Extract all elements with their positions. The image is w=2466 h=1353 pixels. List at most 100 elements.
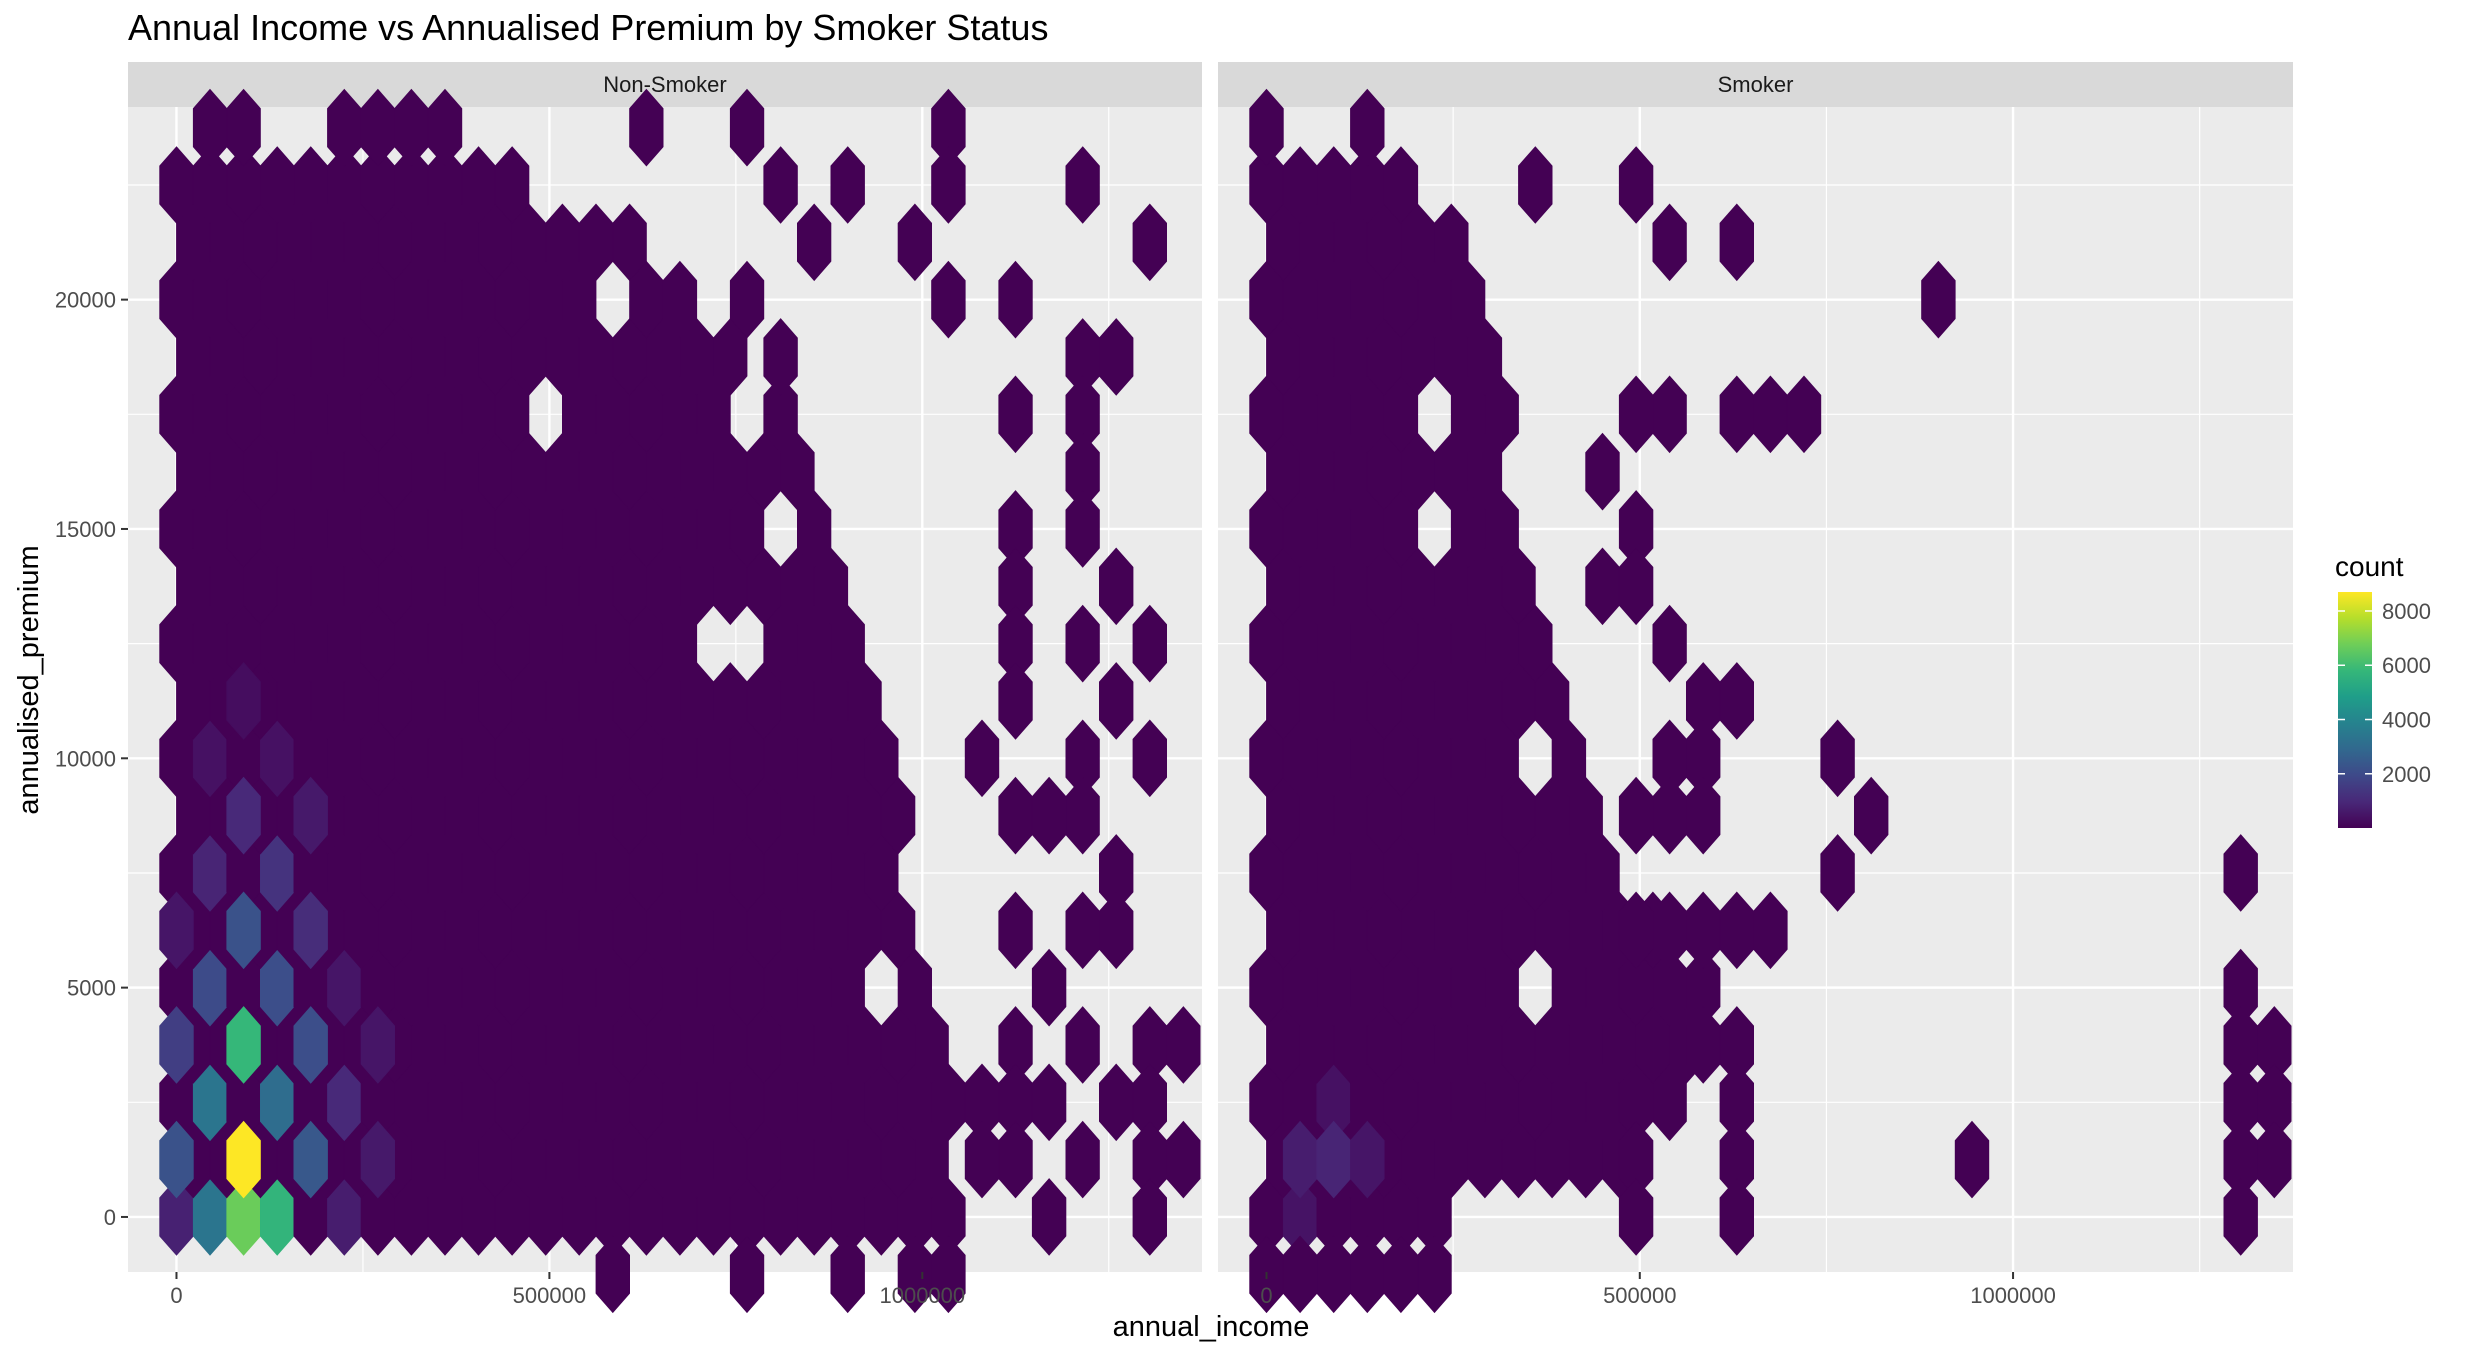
hex-cell: [1065, 146, 1100, 224]
hex-cells: [1249, 88, 2292, 1314]
hex-cell: [1350, 88, 1385, 167]
x-axis-ticks: 0 500000 1000000: [170, 1272, 965, 1308]
hex-cell: [998, 260, 1033, 339]
hex-cell: [931, 260, 966, 339]
hex-cell: [159, 1006, 194, 1084]
hex-cell: [964, 1120, 1000, 1199]
hex-cell: [1786, 375, 1822, 454]
hex-cell: [1166, 1006, 1201, 1084]
hex-cell: [1686, 776, 1721, 855]
hex-cell: [1921, 260, 1956, 339]
hex-cell: [1719, 1178, 1754, 1256]
hex-cell: [1652, 604, 1687, 683]
hex-cell: [2257, 1120, 2292, 1199]
hex-cell: [159, 891, 194, 970]
legend-colorbar: [2338, 592, 2372, 828]
y-tick-label: 20000: [55, 288, 116, 313]
hex-cell: [1820, 719, 1855, 798]
hex-cell: [293, 1006, 328, 1084]
x-tick-label: 500000: [1603, 1283, 1676, 1308]
hex-cell: [931, 1235, 966, 1314]
hex-cell: [1854, 776, 1889, 855]
y-axis-ticks: 0 5000 10000 15000 20000: [55, 288, 128, 1230]
hex-cell: [1031, 776, 1067, 855]
hex-cell: [1132, 719, 1167, 798]
hex-cell: [830, 1235, 865, 1314]
color-legend: count 2000 4000 6000 8000: [2335, 551, 2431, 828]
hex-cell: [1618, 547, 1654, 626]
hex-cell: [998, 891, 1033, 970]
hex-cell: [1618, 146, 1654, 224]
hex-cell: [427, 88, 463, 167]
hex-cell: [1099, 891, 1134, 970]
hex-cell: [1585, 432, 1620, 511]
hex-cell: [1434, 203, 1469, 282]
hex-cell: [494, 146, 530, 224]
y-tick-label: 5000: [67, 976, 116, 1001]
hex-cell: [1518, 146, 1553, 224]
hex-cell: [1954, 1120, 1990, 1199]
hex-cell: [1249, 88, 1284, 167]
y-tick-label: 15000: [55, 517, 116, 542]
hex-cell: [830, 146, 865, 224]
hex-cell: [293, 776, 328, 855]
hex-cell: [1065, 604, 1100, 683]
y-tick-label: 10000: [55, 746, 116, 771]
hex-cell: [931, 146, 966, 224]
hex-cell: [763, 146, 798, 224]
hex-cell: [998, 375, 1033, 454]
facet-strip-label: Non-Smoker: [603, 72, 726, 97]
hex-cell: [1383, 146, 1419, 224]
hex-cell: [612, 203, 647, 282]
hex-cell: [226, 88, 261, 167]
hex-cell: [293, 891, 328, 970]
facet-strip: [128, 62, 1202, 107]
hex-cell: [1065, 490, 1100, 568]
hex-cell: [1652, 203, 1687, 282]
chart-title: Annual Income vs Annualised Premium by S…: [128, 7, 1048, 48]
hex-cell: [226, 662, 261, 740]
hex-cell: [1099, 662, 1134, 740]
facet-strip: [1218, 62, 2293, 107]
hex-cell: [293, 1120, 328, 1199]
hex-cell: [897, 203, 932, 282]
hex-cell: [629, 88, 664, 167]
legend-tick-label: 8000: [2382, 599, 2431, 624]
hex-cell: [1031, 1063, 1067, 1142]
hex-cell: [1065, 1006, 1100, 1084]
hex-cell: [1350, 1120, 1385, 1199]
hex-cell: [1132, 1178, 1167, 1256]
hex-cell: [998, 662, 1033, 740]
hex-cell: [226, 891, 261, 970]
hex-cell: [1099, 547, 1134, 626]
hex-cell: [360, 1006, 396, 1084]
hex-cell: [964, 719, 1000, 798]
hex-cell: [226, 1006, 261, 1084]
hex-cell: [763, 375, 798, 454]
hex-cell: [1652, 375, 1687, 454]
hex-cell: [360, 1120, 396, 1199]
legend-tick-label: 2000: [2382, 762, 2431, 787]
hex-cell: [226, 776, 261, 855]
hex-cell: [1820, 834, 1855, 912]
x-axis-title: annual_income: [1113, 1311, 1310, 1343]
x-tick-label: 0: [1260, 1283, 1272, 1308]
hex-cell: [797, 203, 832, 282]
hex-cell: [2223, 1178, 2258, 1256]
hex-cell: [159, 1120, 194, 1199]
hex-cell: [226, 1120, 261, 1199]
hex-cell: [1686, 1006, 1721, 1084]
hex-cell: [2223, 834, 2258, 912]
hex-cells: [159, 88, 1201, 1314]
hex-cell: [1031, 948, 1067, 1027]
hex-cell: [662, 260, 698, 339]
hex-cell: [1099, 318, 1134, 396]
hex-cell: [729, 260, 765, 339]
hex-cell: [595, 1235, 630, 1314]
hex-cell: [1132, 604, 1167, 683]
x-axis-ticks: 0 500000 1000000: [1260, 1272, 2056, 1308]
hex-cell: [1132, 203, 1167, 282]
panel-non-smoker: Non-Smoker 0 500000 1000000 0 5000 10000 15000 2…: [55, 62, 1202, 1314]
